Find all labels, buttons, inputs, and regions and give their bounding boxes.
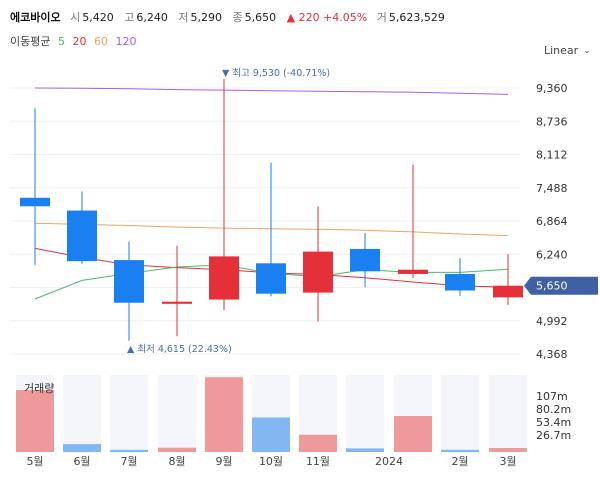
volume-bar [110, 449, 148, 452]
x-tick-label: 3월 [499, 455, 516, 468]
x-tick-label: 6월 [73, 455, 90, 468]
stock-header: 에코바이오 시 5,420 고 6,240 저 5,290 종 5,650 ▲ 220 … [10, 9, 452, 25]
candle-body [445, 273, 475, 291]
x-tick-label: 7월 [120, 455, 137, 468]
ma120-line [34, 87, 509, 95]
volume-value: 5,623,529 [388, 11, 445, 24]
volume-slot [346, 375, 384, 452]
scale-selector[interactable]: Linear ⌄ [544, 44, 591, 57]
high-value: 6,240 [136, 11, 168, 24]
candle-body [303, 251, 333, 293]
low-annotation: ▲ 최저 4,615 (22.43%) [127, 344, 232, 355]
x-tick-label: 8월 [168, 455, 185, 468]
volume-panel-title: 거래량 [24, 382, 55, 395]
current-price-label: 5,650 [536, 280, 568, 293]
x-tick-label: 2월 [451, 455, 468, 468]
volume-tick-label: 53.4m [536, 416, 571, 429]
y-tick-label: 8,736 [536, 115, 568, 128]
candle-body [398, 269, 428, 274]
chevron-down-icon: ⌄ [583, 46, 591, 56]
low-value: 5,290 [190, 11, 222, 24]
close-value: 5,650 [244, 11, 277, 24]
volume-tick-label: 107m [536, 390, 568, 403]
ma20-legend[interactable]: 20 [72, 35, 87, 48]
x-tick-label: 11월 [306, 455, 330, 468]
ma-legend-label: 이동평균 [10, 35, 51, 48]
volume-slot [441, 375, 479, 452]
volume-bar [63, 444, 101, 452]
y-tick-label: 6,864 [536, 215, 568, 228]
volume-bar [489, 447, 527, 452]
volume-bar [299, 434, 337, 452]
x-tick-label: 9월 [215, 455, 232, 468]
candle-body [350, 248, 380, 272]
high-annotation: ▼ 최고 9,530 (-40.71%) [222, 68, 330, 79]
candle-body [256, 263, 286, 294]
low-label: 저 [178, 11, 189, 24]
volume-bar [346, 448, 384, 452]
volume-slot [110, 375, 148, 452]
moving-average-legend[interactable]: 이동평균 5 20 60 120 [10, 33, 140, 49]
ma60-legend[interactable]: 60 [93, 35, 108, 48]
x-tick-label: 2024 [375, 455, 403, 468]
price-change: ▲ 220 +4.05% [286, 11, 368, 24]
y-tick-label: 9,360 [536, 82, 568, 95]
volume-tick-label: 26.7m [536, 429, 571, 442]
close-label: 종 [232, 11, 243, 24]
volume-bar [205, 377, 243, 452]
high-label: 고 [124, 11, 135, 24]
y-tick-label: 8,112 [536, 149, 568, 162]
open-value: 5,420 [82, 11, 114, 24]
volume-label: 거 [376, 11, 387, 24]
stock-name: 에코바이오 [10, 11, 61, 24]
volume-bar [441, 449, 479, 452]
candle-body [209, 256, 239, 300]
scale-selector-label: Linear [544, 44, 579, 57]
candle-body [114, 260, 144, 303]
volume-tick-label: 80.2m [536, 403, 571, 416]
ma5-legend[interactable]: 5 [57, 35, 65, 48]
volume-bar [16, 390, 54, 452]
x-tick-label: 10월 [259, 455, 283, 468]
y-tick-label: 4,992 [536, 315, 568, 328]
y-tick-label: 6,240 [536, 248, 568, 261]
y-tick-label: 7,488 [536, 182, 568, 195]
candle-body [20, 197, 50, 207]
candle-body [162, 301, 192, 304]
current-price-badge [524, 276, 598, 295]
y-tick-label: 4,368 [536, 348, 568, 361]
volume-bar [252, 417, 290, 452]
volume-slot [63, 375, 101, 452]
candle-body [67, 210, 97, 262]
volume-slot [489, 375, 527, 452]
volume-bar [158, 447, 196, 452]
open-label: 시 [70, 11, 81, 24]
volume-slot [158, 375, 196, 452]
x-tick-label: 5월 [26, 455, 43, 468]
candle-body [493, 285, 523, 298]
volume-bar [394, 416, 432, 452]
ma120-legend[interactable]: 120 [115, 35, 137, 48]
